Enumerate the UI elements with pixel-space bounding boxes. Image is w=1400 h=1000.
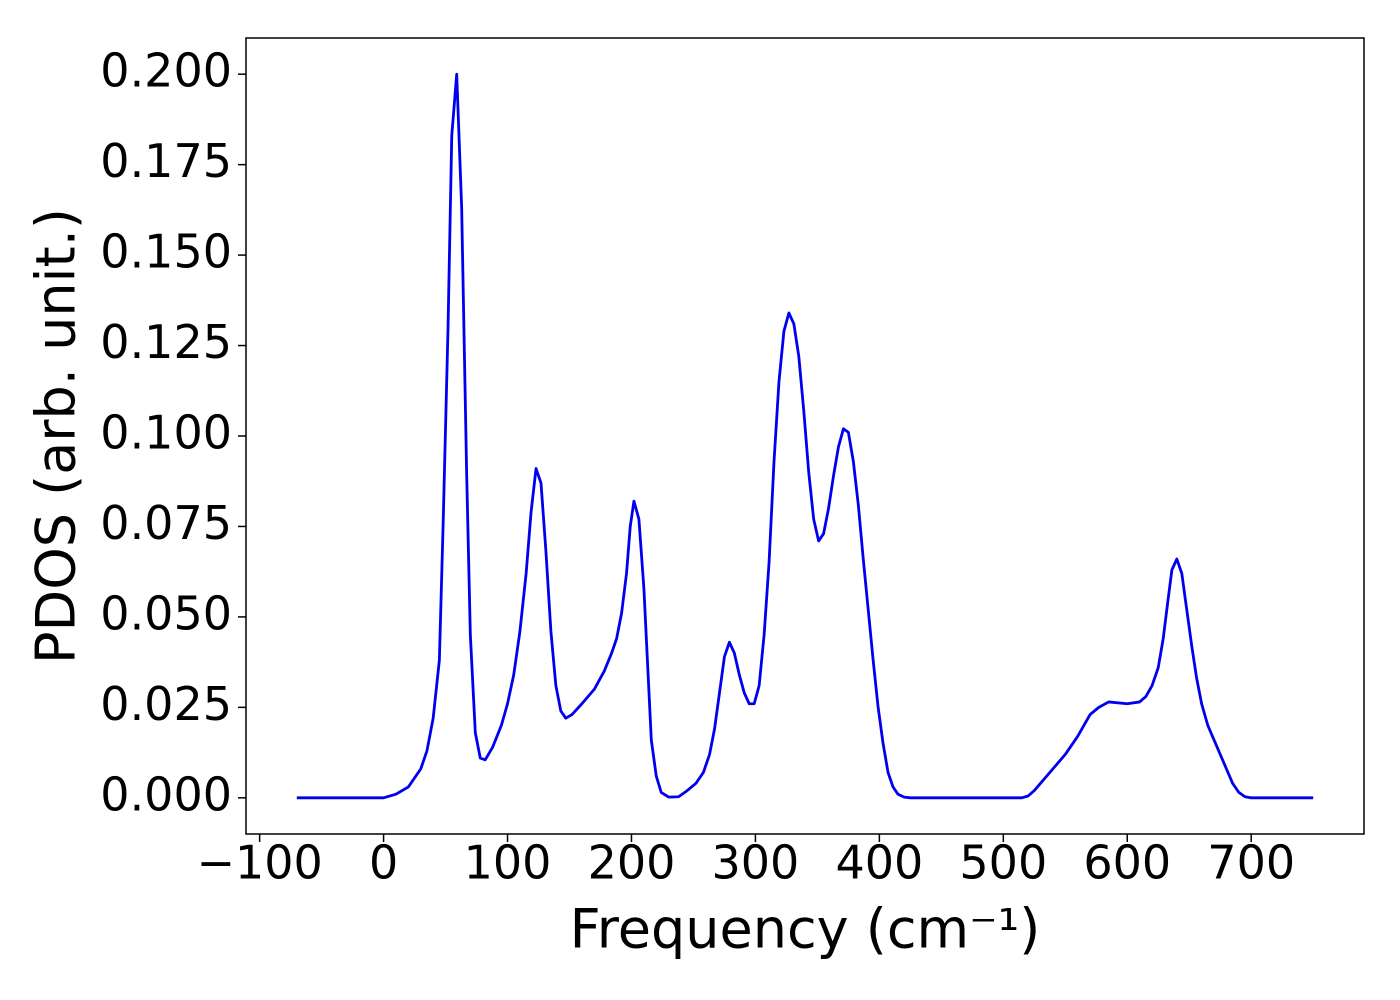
y-tick-label: 0.100: [100, 406, 232, 460]
y-tick-label: 0.075: [100, 496, 232, 550]
x-tick-label: 200: [588, 836, 676, 890]
y-tick-label: 0.125: [100, 315, 232, 369]
x-axis-label: Frequency (cm⁻¹): [570, 898, 1041, 961]
y-tick-label: 0.200: [100, 44, 232, 98]
y-axis-label: PDOS (arb. unit.): [25, 208, 88, 664]
y-tick-label: 0.000: [100, 767, 232, 821]
x-tick-label: 700: [1207, 836, 1295, 890]
x-tick-label: 600: [1083, 836, 1171, 890]
x-tick-label: 300: [712, 836, 800, 890]
y-tick-label: 0.175: [100, 134, 232, 188]
x-tick-label: −100: [196, 836, 322, 890]
plot-frame: [245, 37, 1365, 835]
data-line: [296, 72, 1314, 800]
y-tick-label: 0.025: [100, 677, 232, 731]
x-tick-label: 500: [959, 836, 1047, 890]
x-tick-label: 400: [835, 836, 923, 890]
y-tick-label: 0.050: [100, 586, 232, 640]
y-tick-label: 0.150: [100, 225, 232, 279]
x-tick-label: 0: [369, 836, 398, 890]
x-tick-label: 100: [464, 836, 552, 890]
